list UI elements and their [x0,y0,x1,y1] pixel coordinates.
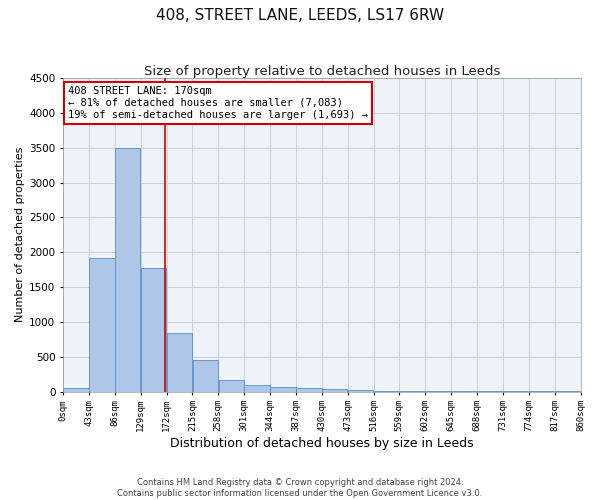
Bar [64,388,89,392]
Bar [193,360,218,392]
Bar [167,333,192,392]
Text: 408, STREET LANE, LEEDS, LS17 6RW: 408, STREET LANE, LEEDS, LS17 6RW [156,8,444,22]
Bar [89,258,115,392]
Bar [400,391,425,392]
Bar [425,391,451,392]
Text: Contains HM Land Registry data © Crown copyright and database right 2024.
Contai: Contains HM Land Registry data © Crown c… [118,478,482,498]
Bar [141,268,166,392]
Bar [218,380,244,392]
Bar [348,390,373,392]
Bar [244,385,270,392]
Y-axis label: Number of detached properties: Number of detached properties [15,147,25,322]
Bar [374,390,399,392]
Bar [322,390,347,392]
Bar [115,148,140,392]
Text: 408 STREET LANE: 170sqm
← 81% of detached houses are smaller (7,083)
19% of semi: 408 STREET LANE: 170sqm ← 81% of detache… [68,86,368,120]
Bar [270,386,296,392]
X-axis label: Distribution of detached houses by size in Leeds: Distribution of detached houses by size … [170,437,473,450]
Title: Size of property relative to detached houses in Leeds: Size of property relative to detached ho… [143,65,500,78]
Bar [296,388,322,392]
